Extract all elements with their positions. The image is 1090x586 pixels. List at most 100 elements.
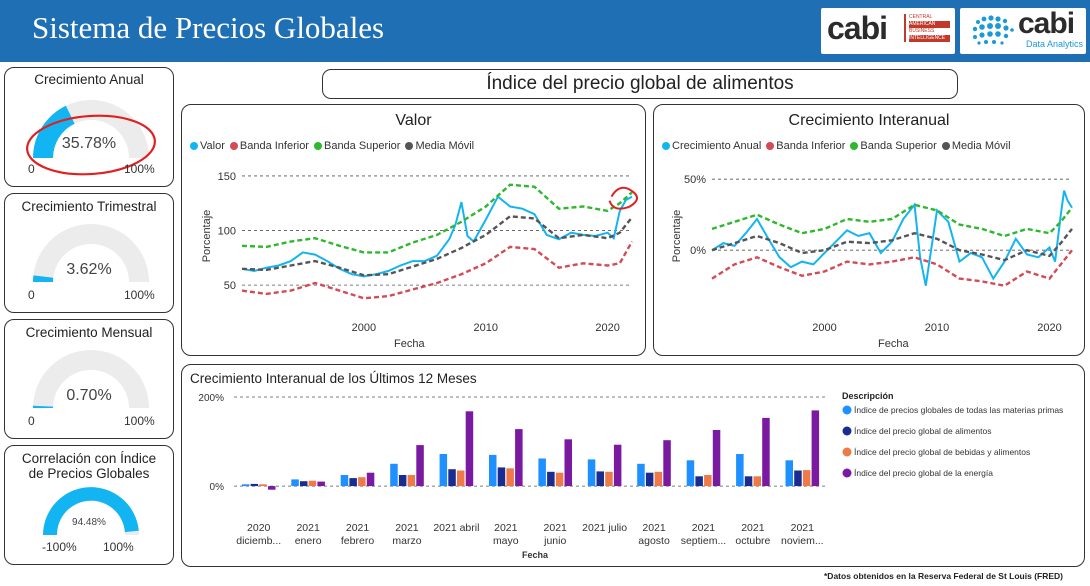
legend-item[interactable]: Media Móvil bbox=[405, 140, 474, 152]
series-line-2 bbox=[241, 240, 634, 300]
legend-label: Banda Inferior bbox=[776, 140, 846, 152]
gauge-min: 0 bbox=[28, 162, 35, 176]
bar bbox=[794, 470, 802, 487]
bar bbox=[654, 471, 663, 487]
bar bbox=[291, 479, 299, 487]
gauge-min: 0 bbox=[28, 414, 35, 428]
bar bbox=[241, 484, 250, 487]
logo-line-1: CENTRAL bbox=[909, 14, 933, 20]
chart-panel-growth: Crecimiento Interanual Crecimiento Anual… bbox=[653, 104, 1085, 356]
page-title: Sistema de Precios Globales bbox=[32, 10, 385, 45]
gauge-max: 100% bbox=[103, 540, 134, 554]
x-tick-label: agosto bbox=[638, 535, 670, 547]
legend-item[interactable]: Valor bbox=[190, 140, 225, 152]
logo-line-4: INTELLIGENCE bbox=[909, 35, 950, 42]
legend-dot-icon bbox=[850, 142, 859, 150]
y-tick-label: 100 bbox=[218, 226, 236, 238]
bar bbox=[712, 430, 721, 487]
gauge-value: 3.62% bbox=[66, 261, 112, 278]
series-line-1 bbox=[711, 190, 1073, 286]
bar bbox=[515, 429, 523, 487]
gauge-fill bbox=[32, 405, 53, 408]
series-line-2 bbox=[711, 249, 1073, 287]
x-tick-label: mayo bbox=[493, 535, 519, 547]
cabi-logo-word: cabi bbox=[827, 10, 888, 46]
bar bbox=[555, 472, 564, 487]
bar bbox=[686, 460, 695, 487]
legend-dot-icon bbox=[842, 468, 852, 478]
valor-line-chart: 50 100 150 2000 2010 2020 Porcentaje bbox=[201, 171, 638, 334]
x-tick-label: febrero bbox=[341, 535, 374, 547]
x-tick-label: 2010 bbox=[474, 322, 498, 334]
bar bbox=[300, 481, 308, 487]
x-tick-label: 2020 bbox=[1037, 322, 1061, 334]
chart-legend: Crecimiento Anual Banda Inferior Banda Sup… bbox=[662, 140, 1016, 152]
gauge-max: 100% bbox=[124, 162, 155, 176]
series-line-1 bbox=[241, 195, 633, 278]
legend-item[interactable]: Banda Superior bbox=[313, 140, 401, 152]
x-tick-label: 2020 bbox=[247, 522, 271, 534]
gauge-value: 94.48% bbox=[72, 517, 106, 528]
legend-label: Media Móvil bbox=[951, 140, 1011, 152]
x-tick-label: 2000 bbox=[352, 322, 376, 334]
bar bbox=[802, 470, 811, 487]
legend-label: Media Móvil bbox=[415, 140, 475, 152]
bar bbox=[416, 445, 424, 487]
gauge-title: Crecimiento Anual bbox=[34, 72, 144, 87]
source-footnote: *Datos obtenidos en la Reserva Federal d… bbox=[824, 571, 1063, 581]
x-tick-label: 2020 bbox=[595, 322, 619, 334]
gauge-min: -100% bbox=[42, 540, 77, 554]
cabi-logo-tagline: CENTRAL AMERICAN BUSINESS INTELLIGENCE bbox=[904, 14, 950, 42]
chart-title: Crecimiento Interanual bbox=[788, 112, 950, 129]
legend-label: Crecimiento Anual bbox=[672, 140, 762, 152]
x-tick-label: noviem... bbox=[781, 535, 824, 547]
x-tick-label: 2010 bbox=[925, 322, 949, 334]
legend-label: Índice del precio global de alimentos bbox=[854, 426, 992, 436]
bar bbox=[308, 480, 317, 486]
legend-item[interactable]: Banda Inferior bbox=[229, 140, 309, 152]
legend-dot-icon bbox=[190, 142, 198, 150]
gauge-quarterly bbox=[33, 224, 149, 282]
legend-dot-icon bbox=[941, 142, 950, 150]
bar bbox=[407, 475, 416, 487]
legend-label: Índice del precio global de la energía bbox=[854, 468, 993, 478]
legend-label: Banda Superior bbox=[860, 140, 937, 152]
gauge-monthly bbox=[32, 350, 149, 408]
y-axis-label: Porcentaje bbox=[201, 210, 213, 263]
bar bbox=[340, 475, 349, 487]
bar bbox=[457, 470, 465, 487]
x-tick-label: 2021 abril bbox=[433, 522, 479, 534]
gauge-fill bbox=[33, 105, 75, 158]
gauge-value: 35.78% bbox=[61, 135, 117, 152]
legend-item[interactable]: Banda Superior bbox=[850, 140, 937, 152]
legend-dot-icon bbox=[842, 405, 852, 415]
gauge-title-line2: de Precios Globales bbox=[28, 466, 150, 481]
legend-label: Banda Superior bbox=[323, 140, 401, 152]
gauge-panel-annual: Crecimiento Anual 35.78% 0 100% bbox=[4, 67, 174, 187]
gauge-fill bbox=[33, 275, 54, 282]
legend-item[interactable]: Banda Inferior bbox=[766, 140, 845, 152]
x-axis-label: Fecha bbox=[394, 338, 425, 350]
legend-title: Descripción bbox=[842, 391, 894, 401]
bar bbox=[506, 468, 514, 487]
cabi-data-analytics-logo: cabi Data Analytics bbox=[960, 7, 1086, 54]
bar bbox=[613, 444, 622, 487]
gauge-track bbox=[33, 224, 149, 282]
series-line-4 bbox=[711, 228, 1073, 262]
legend-label: Índice del precio global de bebidas y al… bbox=[854, 447, 1030, 457]
logo-line-3: BUSINESS bbox=[909, 28, 935, 34]
legend-item[interactable]: Crecimiento Anual bbox=[662, 140, 761, 152]
bar bbox=[366, 472, 375, 487]
legend-dot-icon bbox=[842, 426, 852, 436]
gauge-title: Crecimiento Mensual bbox=[25, 325, 153, 340]
cabi-logo: cabi CENTRAL AMERICAN BUSINESS INTELLIGE… bbox=[821, 8, 955, 54]
legend-item[interactable]: Media Móvil bbox=[941, 140, 1011, 152]
x-tick-label: 2021 bbox=[346, 522, 370, 534]
x-tick-label: 2000 bbox=[812, 322, 836, 334]
main-title: Índice del precio global de alimentos bbox=[322, 69, 958, 99]
x-tick-label: 2021 bbox=[395, 522, 419, 534]
x-tick-label: enero bbox=[295, 535, 322, 547]
x-tick-label: 2021 bbox=[692, 522, 716, 534]
x-tick-label: septiem... bbox=[681, 535, 727, 547]
gauge-title: Correlación con Índice de Precios Global… bbox=[5, 451, 173, 481]
